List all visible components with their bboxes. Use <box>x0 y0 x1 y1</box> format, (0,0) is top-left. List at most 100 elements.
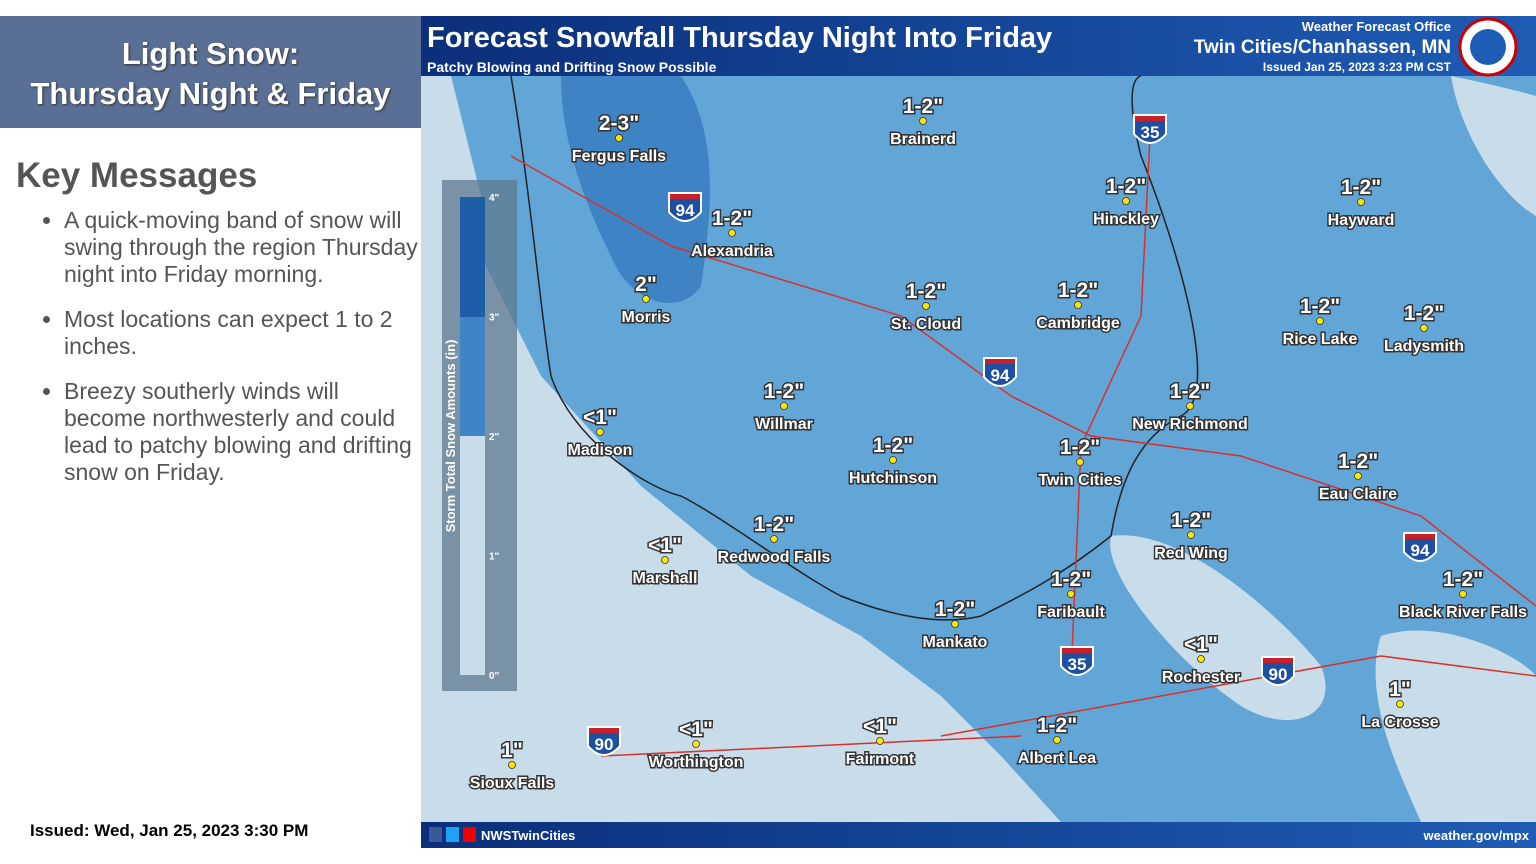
city-dot <box>1186 402 1194 410</box>
snow-amount: 1-2" <box>754 513 794 536</box>
legend-tick: 2" <box>489 432 500 443</box>
city-dot <box>1357 198 1365 206</box>
city-dot <box>1074 301 1082 309</box>
interstate-band <box>985 359 1015 364</box>
bullet-list: A quick-moving band of snow will swing t… <box>38 207 424 504</box>
city-name: La Crosse <box>1361 714 1438 731</box>
city-name: Red Wing <box>1154 545 1228 562</box>
city: 1-2" Eau Claire <box>1317 449 1398 505</box>
city-dot <box>951 620 959 628</box>
panel-title: Light Snow: Thursday Night & Friday <box>0 16 421 128</box>
city-dot <box>770 535 778 543</box>
website: weather.gov/mpx <box>1423 828 1530 843</box>
snow-amount: 1" <box>1389 678 1411 701</box>
city-dot <box>1354 472 1362 480</box>
city: 2-3" Fergus Falls <box>570 111 667 167</box>
interstate-band <box>1062 648 1092 653</box>
city-name: Madison <box>568 442 633 459</box>
bullet: A quick-moving band of snow will swing t… <box>64 207 424 288</box>
map-subtitle: Patchy Blowing and Drifting Snow Possibl… <box>427 59 717 75</box>
city-dot <box>642 295 650 303</box>
city: 1-2" Faribault <box>1036 567 1107 623</box>
city-name: Sioux Falls <box>470 775 555 792</box>
snow-amount: 1-2" <box>906 280 946 303</box>
city-name: Twin Cities <box>1038 472 1121 489</box>
snow-amount: <1" <box>648 534 682 557</box>
light-area <box>1451 76 1536 216</box>
interstate-shield <box>1060 646 1094 676</box>
legend-bar <box>460 436 485 675</box>
city: 1" La Crosse <box>1360 677 1440 733</box>
map-header <box>421 16 1536 76</box>
light-area <box>1375 630 1536 822</box>
city-name: Ladysmith <box>1384 338 1464 355</box>
interstate-band <box>670 194 700 199</box>
map-title: Forecast Snowfall Thursday Night Into Fr… <box>427 22 1052 54</box>
title-line: Light Snow: <box>121 36 300 71</box>
snow-amount: 1" <box>501 739 523 762</box>
city: 1-2" St. Cloud <box>889 279 962 335</box>
snow-amount: 1-2" <box>1037 714 1077 737</box>
twitter-icon[interactable] <box>446 827 459 842</box>
issued: Issued: Wed, Jan 25, 2023 3:30 PM <box>30 821 309 840</box>
city: <1" Fairmont <box>844 714 916 770</box>
city: <1" Madison <box>566 405 634 461</box>
city: <1" Rochester <box>1160 632 1241 688</box>
city-name: Redwood Falls <box>718 549 831 566</box>
city-dot <box>1187 531 1195 539</box>
city-dot <box>1459 590 1467 598</box>
city-name: Willmar <box>755 416 813 433</box>
city-dot <box>728 229 736 237</box>
bullet: Most locations can expect 1 to 2 inches. <box>64 306 424 360</box>
city-dot <box>876 737 884 745</box>
city-name: Marshall <box>633 570 698 587</box>
city-dot <box>1122 197 1130 205</box>
interstate-band <box>1263 658 1293 663</box>
city-name: Black River Falls <box>1399 604 1527 621</box>
youtube-icon[interactable] <box>463 827 476 842</box>
city-name: Mankato <box>923 634 988 651</box>
city-dot <box>1420 324 1428 332</box>
city-name: Faribault <box>1037 604 1105 621</box>
legend-tick: 4" <box>489 193 500 204</box>
city: 1-2" Brainerd <box>889 94 958 150</box>
city-name: Alexandria <box>691 243 773 260</box>
city-dot <box>692 740 700 748</box>
city-name: Eau Claire <box>1319 486 1397 503</box>
map: Forecast Snowfall Thursday Night Into Fr… <box>421 16 1536 848</box>
snow-amount: <1" <box>583 406 617 429</box>
city-dot <box>919 117 927 125</box>
snow-amount: 1-2" <box>1404 302 1444 325</box>
facebook-icon[interactable] <box>429 827 442 842</box>
interstate-shield <box>587 726 621 756</box>
city: 1-2" Hutchinson <box>848 433 939 489</box>
city-dot <box>1316 317 1324 325</box>
city: 1-2" Albert Lea <box>1016 713 1097 769</box>
snow-amount: 1-2" <box>1170 380 1210 403</box>
snow-amount: 1-2" <box>1300 295 1340 318</box>
city-name: Albert Lea <box>1018 750 1096 767</box>
city-name: New Richmond <box>1132 416 1248 433</box>
office: Weather Forecast Office <box>1302 19 1451 34</box>
city-dot <box>1396 700 1404 708</box>
legend-tick: 0" <box>489 671 500 682</box>
legend-tick: 3" <box>489 313 500 324</box>
snow-amount: 1-2" <box>1171 509 1211 532</box>
city-name: St. Cloud <box>891 316 961 333</box>
city: 1-2" Black River Falls <box>1397 567 1528 623</box>
city: 2" Morris <box>620 272 672 328</box>
city-dot <box>1067 590 1075 598</box>
legend-title: Storm Total Snow Amounts (in) <box>443 340 458 533</box>
interstate-number: 35 <box>1141 123 1160 142</box>
city: <1" Worthington <box>647 717 745 773</box>
city-dot <box>661 556 669 564</box>
snow-amount: <1" <box>1184 633 1218 656</box>
snow-amount: <1" <box>679 718 713 741</box>
city-name: Fergus Falls <box>572 148 666 165</box>
snow-amount: 1-2" <box>1058 279 1098 302</box>
snow-amount: 1-2" <box>1341 176 1381 199</box>
heading: Key Messages <box>16 156 258 195</box>
interstate-band <box>1405 534 1435 539</box>
city: 1-2" Willmar <box>754 379 815 435</box>
